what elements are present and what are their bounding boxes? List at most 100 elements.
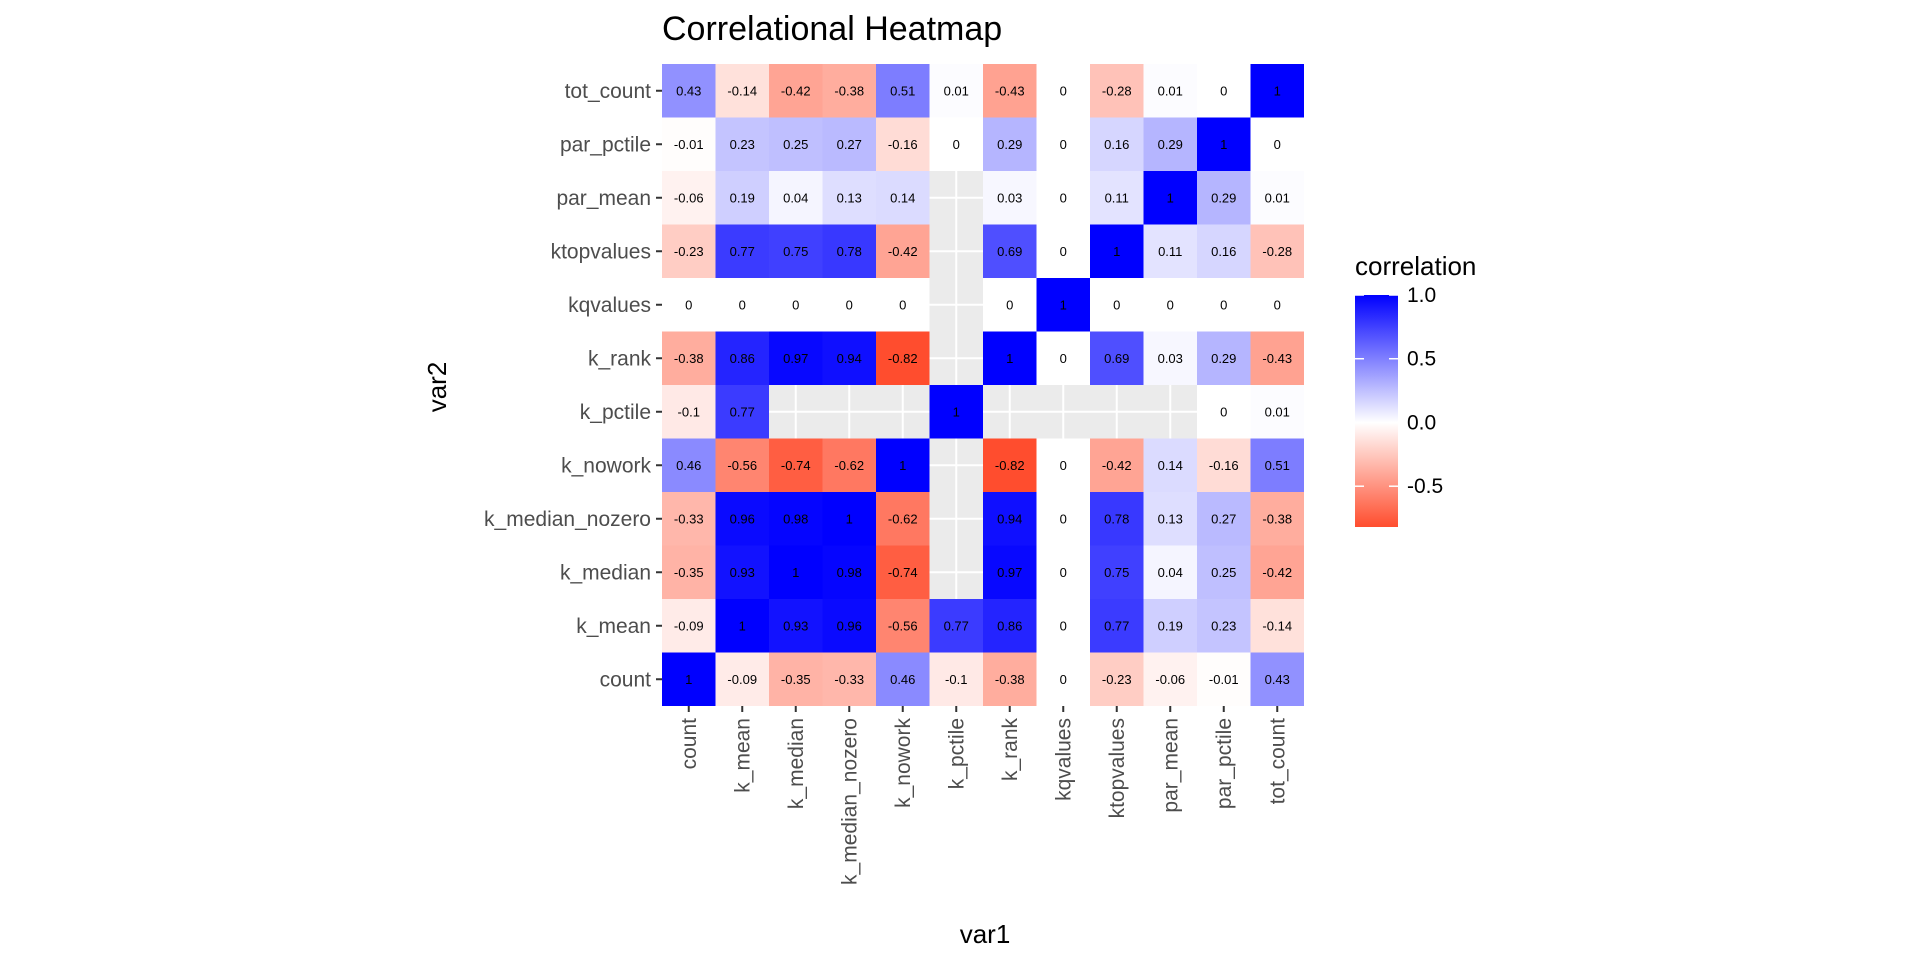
- x-tick-label: par_pctile: [1213, 718, 1236, 809]
- y-tick-label: par_mean: [556, 187, 651, 210]
- heatmap-cell: [1197, 492, 1251, 546]
- cell-value-label: 0.16: [1211, 244, 1236, 259]
- heatmap-cell: [822, 652, 876, 706]
- cell-value-label: -0.1: [945, 672, 967, 687]
- heatmap-cell: [822, 171, 876, 225]
- cell-value-label: -0.38: [1262, 511, 1292, 526]
- heatmap-cell: [876, 117, 930, 171]
- heatmap-cell: [715, 278, 769, 332]
- heatmap-cell: [769, 64, 823, 118]
- heatmap-cell: [1143, 492, 1197, 546]
- cell-value-label: 1: [1167, 190, 1174, 205]
- heatmap-cell: [1036, 599, 1090, 653]
- cell-value-label: 0: [1220, 297, 1227, 312]
- heatmap-cell: [983, 652, 1037, 706]
- color-legend: correlation 1.0 0.5 0.0 -0.5: [1355, 251, 1476, 527]
- cell-value-label: 0: [1167, 297, 1174, 312]
- cell-value-label: -0.06: [674, 190, 704, 205]
- cell-value-label: 0.86: [997, 618, 1022, 633]
- cell-value-label: 0.11: [1158, 244, 1182, 259]
- cell-value-label: -0.16: [888, 137, 918, 152]
- heatmap-cell: [1143, 652, 1197, 706]
- cell-value-label: 0.96: [730, 511, 755, 526]
- cell-value-label: 0: [1220, 404, 1227, 419]
- heatmap-cell: [1036, 438, 1090, 492]
- heatmap-cell: [876, 545, 930, 599]
- heatmap-cell: [983, 64, 1037, 118]
- heatmap-cell: [822, 545, 876, 599]
- cell-value-label: 0: [1060, 244, 1067, 259]
- heatmap-cell: [1250, 64, 1304, 118]
- heatmap-cell: [929, 652, 983, 706]
- heatmap-cell: [662, 599, 716, 653]
- x-axis-ticks: count k_mean k_median k_median_nozero k_nowo…: [678, 706, 1289, 885]
- cell-value-label: 0.97: [783, 351, 808, 366]
- cell-value-label: 0.46: [676, 458, 701, 473]
- cell-value-label: 0.11: [1105, 190, 1129, 205]
- y-tick-label: ktopvalues: [551, 240, 651, 263]
- cell-value-label: 0.23: [730, 137, 755, 152]
- cell-value-label: 0.25: [1211, 565, 1236, 580]
- cell-value-label: 1: [953, 404, 960, 419]
- heatmap-cell: [822, 278, 876, 332]
- cell-value-label: -0.56: [727, 458, 757, 473]
- heatmap-cell: [1036, 171, 1090, 225]
- heatmap-cell: [1197, 438, 1251, 492]
- heatmap-cell: [1250, 545, 1304, 599]
- cell-value-label: -0.01: [1209, 672, 1239, 687]
- cell-value-label: -0.23: [1102, 672, 1132, 687]
- x-tick-label: k_median: [785, 718, 808, 809]
- cell-value-label: 0.43: [1265, 672, 1290, 687]
- heatmap-cell: [1197, 171, 1251, 225]
- cell-value-label: 0.78: [837, 244, 862, 259]
- cell-value-label: -0.43: [995, 83, 1025, 98]
- heatmap-cell: [876, 652, 930, 706]
- y-tick-label: k_nowork: [561, 454, 651, 477]
- heatmap-panel: 1 -0.09 -0.35 -0.33 0.46 -0.1 -0.38 0 -0.23 -0.06…: [662, 64, 1304, 706]
- heatmap-cell: [769, 545, 823, 599]
- heatmap-cell: [715, 385, 769, 439]
- heatmap-cell: [1143, 331, 1197, 385]
- cell-value-label: 0: [953, 137, 960, 152]
- cell-value-label: 0.01: [944, 83, 969, 98]
- heatmap-cell: [876, 599, 930, 653]
- cell-value-label: 0.03: [997, 190, 1022, 205]
- heatmap-cell: [662, 438, 716, 492]
- cell-value-label: 0.93: [730, 565, 755, 580]
- legend-tick-label: 0.0: [1407, 411, 1436, 434]
- heatmap-cell: [1143, 599, 1197, 653]
- heatmap-cell: [983, 545, 1037, 599]
- heatmap-cell: [1036, 492, 1090, 546]
- heatmap-cell: [983, 171, 1037, 225]
- cell-value-label: 0: [1060, 565, 1067, 580]
- heatmap-cell: [1197, 64, 1251, 118]
- cell-value-label: 0.46: [890, 672, 915, 687]
- cell-value-label: 0.75: [1104, 565, 1129, 580]
- cell-value-label: 1: [792, 565, 799, 580]
- heatmap-cell: [876, 438, 930, 492]
- cell-value-label: 1: [1060, 297, 1067, 312]
- cell-value-label: -0.1: [678, 404, 700, 419]
- cell-value-label: 0: [846, 297, 853, 312]
- heatmap-cell: [1250, 171, 1304, 225]
- cell-value-label: 0.16: [1104, 137, 1129, 152]
- cell-value-label: -0.38: [674, 351, 704, 366]
- heatmap-cell: [1036, 64, 1090, 118]
- heatmap-cell: [769, 224, 823, 278]
- heatmap-cell: [822, 117, 876, 171]
- heatmap-cell: [662, 278, 716, 332]
- heatmap-cell: [929, 599, 983, 653]
- heatmap-cell: [1090, 171, 1144, 225]
- cell-value-label: 0: [739, 297, 746, 312]
- y-tick-label: kqvalues: [568, 294, 651, 317]
- cell-value-label: 0.01: [1158, 83, 1183, 98]
- cell-value-label: -0.28: [1262, 244, 1292, 259]
- cell-value-label: 0.78: [1104, 511, 1129, 526]
- heatmap-cell: [715, 224, 769, 278]
- cell-value-label: 0.77: [1104, 618, 1129, 633]
- cell-value-label: 0: [1060, 351, 1067, 366]
- heatmap-cell: [822, 599, 876, 653]
- legend-tick-label: 1.0: [1407, 284, 1436, 307]
- cell-value-label: 0.19: [1158, 618, 1183, 633]
- heatmap-cell: [1036, 117, 1090, 171]
